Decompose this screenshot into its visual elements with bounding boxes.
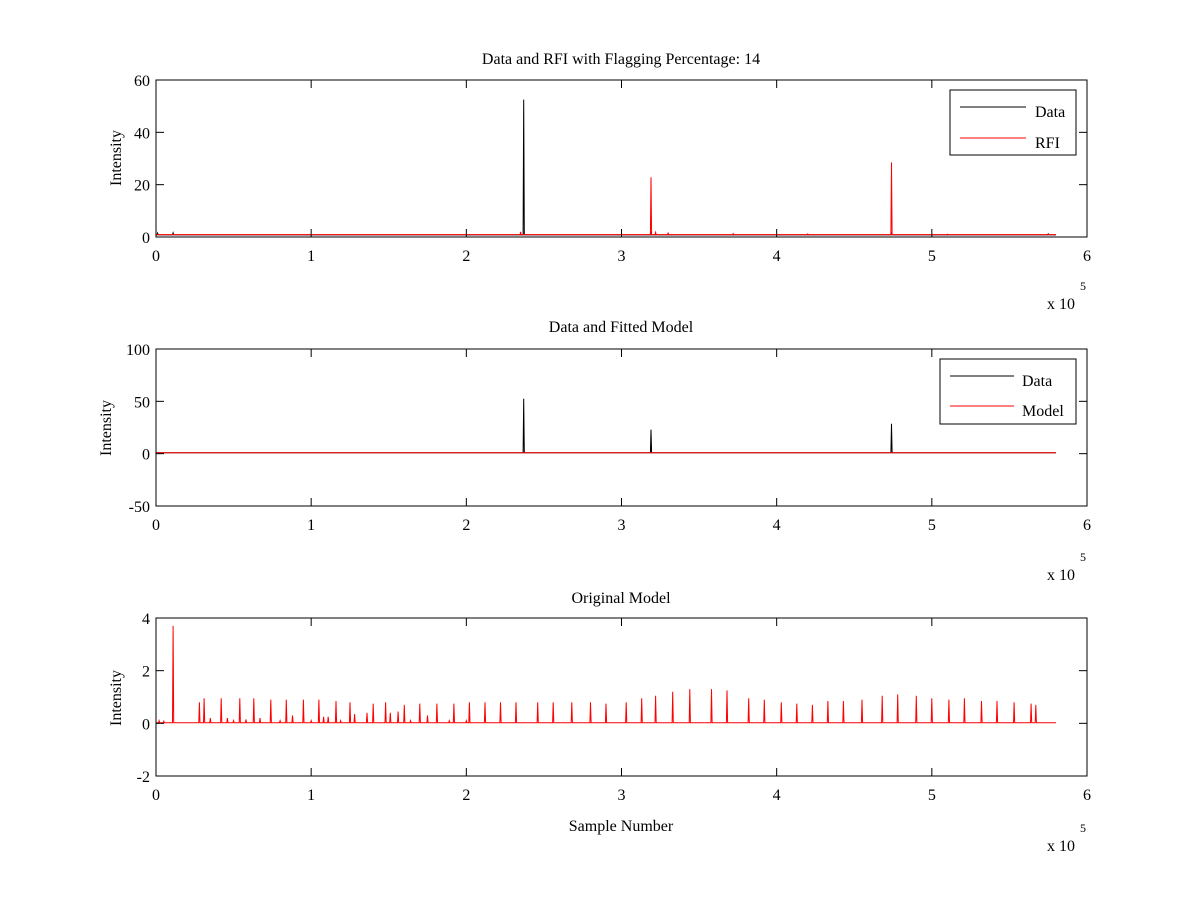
panel-1-xtick-label: 0	[152, 248, 160, 265]
panel-3-ytick-label: 0	[142, 716, 150, 733]
panel-1-xtick-label: 4	[773, 248, 781, 265]
panel-2-legend-label-data: Data	[1022, 373, 1052, 390]
panel-3-series-0-line	[156, 625, 1056, 724]
panel-3-ytick-label: -2	[137, 769, 150, 786]
panel-2-xtick-label: 2	[462, 517, 470, 534]
panel-2-xtick-label: 5	[928, 517, 936, 534]
panel-2-xtick-label: 4	[773, 517, 781, 534]
panel-rfi: Data and RFI with Flagging Percentage: 1…	[108, 51, 1091, 313]
panel-1-x-multiplier-base: x 10	[1047, 296, 1075, 313]
panel-3-xtick-label: 4	[773, 787, 781, 804]
panel-1-series-0-line	[156, 99, 1056, 236]
panel-2-xtick-label: 0	[152, 517, 160, 534]
panel-1-xtick-label: 6	[1083, 248, 1091, 265]
panel-1-xtick-label: 3	[618, 248, 626, 265]
panel-1-x-multiplier-exponent: 5	[1080, 279, 1086, 293]
panel-model: Data and Fitted Model Intensity 0 1 2 3 4 5 6 -…	[98, 319, 1091, 584]
panel-2-legend: Data Model	[939, 358, 1077, 425]
panel-1-x-multiplier: x 10 5	[1047, 279, 1086, 313]
panel-2-ylabel: Intensity	[98, 400, 115, 456]
panel-3-title: Original Model	[571, 590, 671, 607]
panel-1-xtick-label: 2	[462, 248, 470, 265]
panel-1-legend: Data RFI	[949, 89, 1077, 156]
panel-1-xtick-label: 5	[928, 248, 936, 265]
panel-3-ylabel: Intensity	[108, 670, 125, 726]
panel-3-xtick-label: 1	[307, 787, 315, 804]
panel-3-ytick-label: 4	[142, 611, 150, 628]
panel-3-x-multiplier-base: x 10	[1047, 838, 1075, 855]
panel-3-xtick-label: 6	[1083, 787, 1091, 804]
panel-2-ytick-label: -50	[129, 499, 150, 516]
panel-2-title: Data and Fitted Model	[549, 319, 694, 336]
panel-2-ytick-label: 0	[142, 447, 150, 464]
panel-3-xtick-label: 3	[618, 787, 626, 804]
panel-1-series-1-line	[156, 162, 1056, 236]
panel-3-xtick-label: 5	[928, 787, 936, 804]
panel-2-ytick-label: 50	[134, 394, 150, 411]
panel-2-legend-label-model: Model	[1022, 403, 1064, 420]
panel-2-x-multiplier: x 10 5	[1047, 550, 1086, 584]
panel-3-ytick-label: 2	[142, 664, 150, 681]
panel-3-xtick-label: 2	[462, 787, 470, 804]
panel-1-axes-frame	[155, 79, 1088, 238]
panel-2-xtick-label: 1	[307, 517, 315, 534]
panel-1-ytick-label: 40	[134, 125, 150, 142]
panel-3-xtick-label: 0	[152, 787, 160, 804]
panel-1-ylabel: Intensity	[108, 130, 125, 186]
panel-1-ytick-label: 20	[134, 178, 150, 195]
panel-1-title: Data and RFI with Flagging Percentage: 1…	[482, 51, 760, 68]
panel-2-x-multiplier-exponent: 5	[1080, 550, 1086, 564]
panel-1-ytick-label: 60	[134, 73, 150, 90]
panel-2-series-0-line	[156, 398, 1056, 454]
panel-3-series	[156, 625, 1056, 724]
panel-2-series	[156, 398, 1056, 454]
panel-1-legend-label-rfi: RFI	[1035, 135, 1060, 152]
panel-2-xtick-label: 6	[1083, 517, 1091, 534]
panel-2-xtick-label: 3	[618, 517, 626, 534]
panel-2-x-multiplier-base: x 10	[1047, 567, 1075, 584]
panel-1-xtick-label: 1	[307, 248, 315, 265]
panel-1-series	[156, 99, 1056, 236]
panel-3-x-multiplier-exponent: 5	[1080, 821, 1086, 835]
panel-2-ytick-label: 100	[126, 342, 150, 359]
panel-3-x-multiplier: x 10 5	[1047, 821, 1086, 855]
panel-1-ytick-label: 0	[142, 230, 150, 247]
panel-3-xlabel: Sample Number	[569, 818, 674, 835]
panel-2-legend-box	[939, 358, 1077, 425]
panel-1-legend-label-data: Data	[1035, 104, 1065, 121]
panel-1-legend-box	[949, 89, 1077, 156]
panel-3-axes-frame	[155, 617, 1088, 777]
